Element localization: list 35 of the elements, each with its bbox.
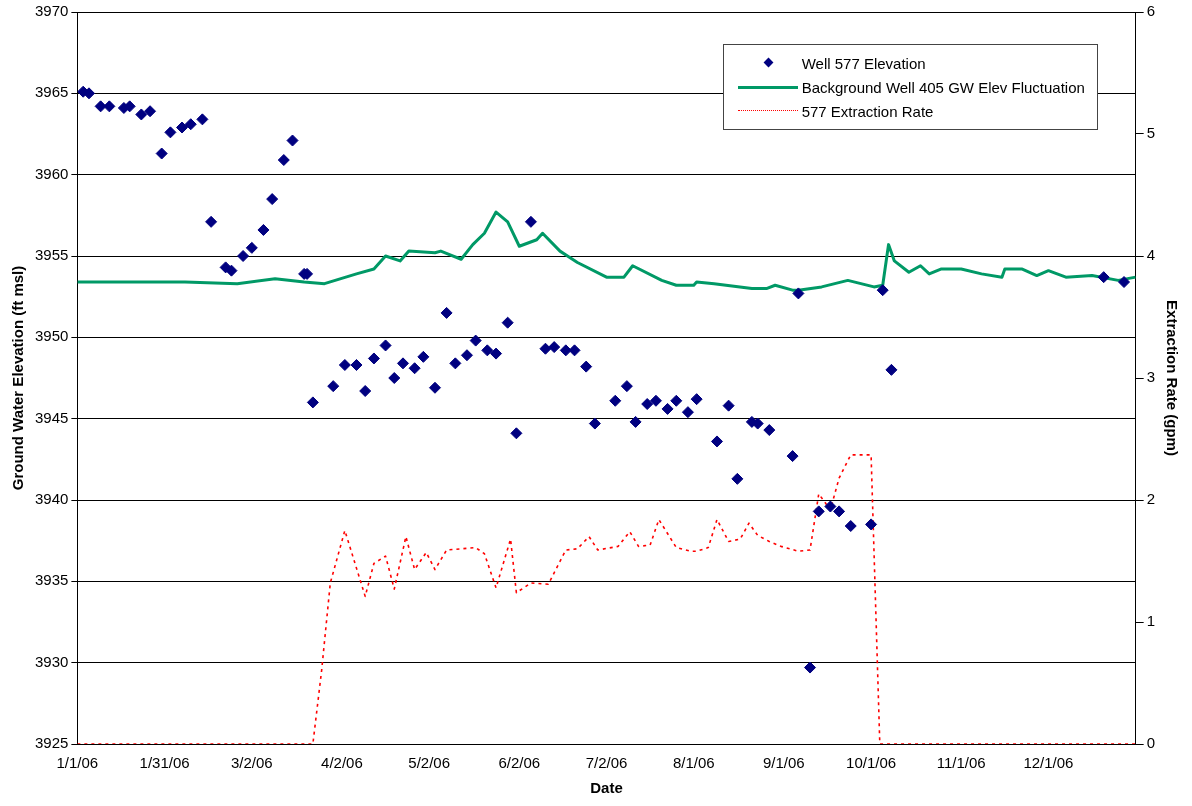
y2-tick-label: 3 [1146,368,1155,386]
x-tick-label: 7/2/06 [585,754,628,772]
x-tick-label: 8/1/06 [672,754,715,772]
y-tick-label: 3960 [34,164,69,182]
x-tick-label: 9/1/06 [763,754,805,772]
y2-tick-label: 2 [1146,490,1155,508]
x-tick-label: 11/1/06 [936,754,986,772]
y2-axis-title: Extraction Rate (gpm) [1163,300,1181,456]
y-tick-label: 3940 [34,490,69,508]
y2-tick-label: 5 [1146,124,1155,142]
y2-tick-label: 0 [1146,734,1155,752]
y2-tick-label: 1 [1146,612,1155,630]
y-tick-label: 3950 [34,327,69,345]
y2-tick-label: 6 [1146,2,1155,20]
x-tick-label: 4/2/06 [321,754,363,772]
y-axis-title: Ground Water Elevation (ft msl) [9,265,27,491]
y-tick-label: 3925 [34,734,69,752]
x-axis-title: Date [590,779,623,797]
x-tick-label: 6/2/06 [498,754,541,772]
x-tick-label: 3/2/06 [230,754,273,772]
y-tick-label: 3945 [34,408,69,426]
y-tick-label: 3965 [34,83,69,101]
y-tick-label: 3930 [34,652,69,670]
legend-label: Background Well 405 GW Elev Fluctuation [801,78,1085,96]
y2-tick-label: 4 [1146,246,1155,264]
x-tick-label: 12/1/06 [1023,754,1074,772]
x-tick-label: 1/31/06 [139,754,190,772]
y-tick-label: 3970 [34,2,69,20]
x-tick-label: 1/1/06 [56,754,99,772]
legend-label: Well 577 Elevation [801,54,926,72]
legend-label: 577 Extraction Rate [801,102,934,120]
y-tick-label: 3955 [34,246,69,264]
y-tick-label: 3935 [34,571,69,589]
x-tick-label: 5/2/06 [408,754,451,772]
x-tick-label: 10/1/06 [846,754,897,772]
